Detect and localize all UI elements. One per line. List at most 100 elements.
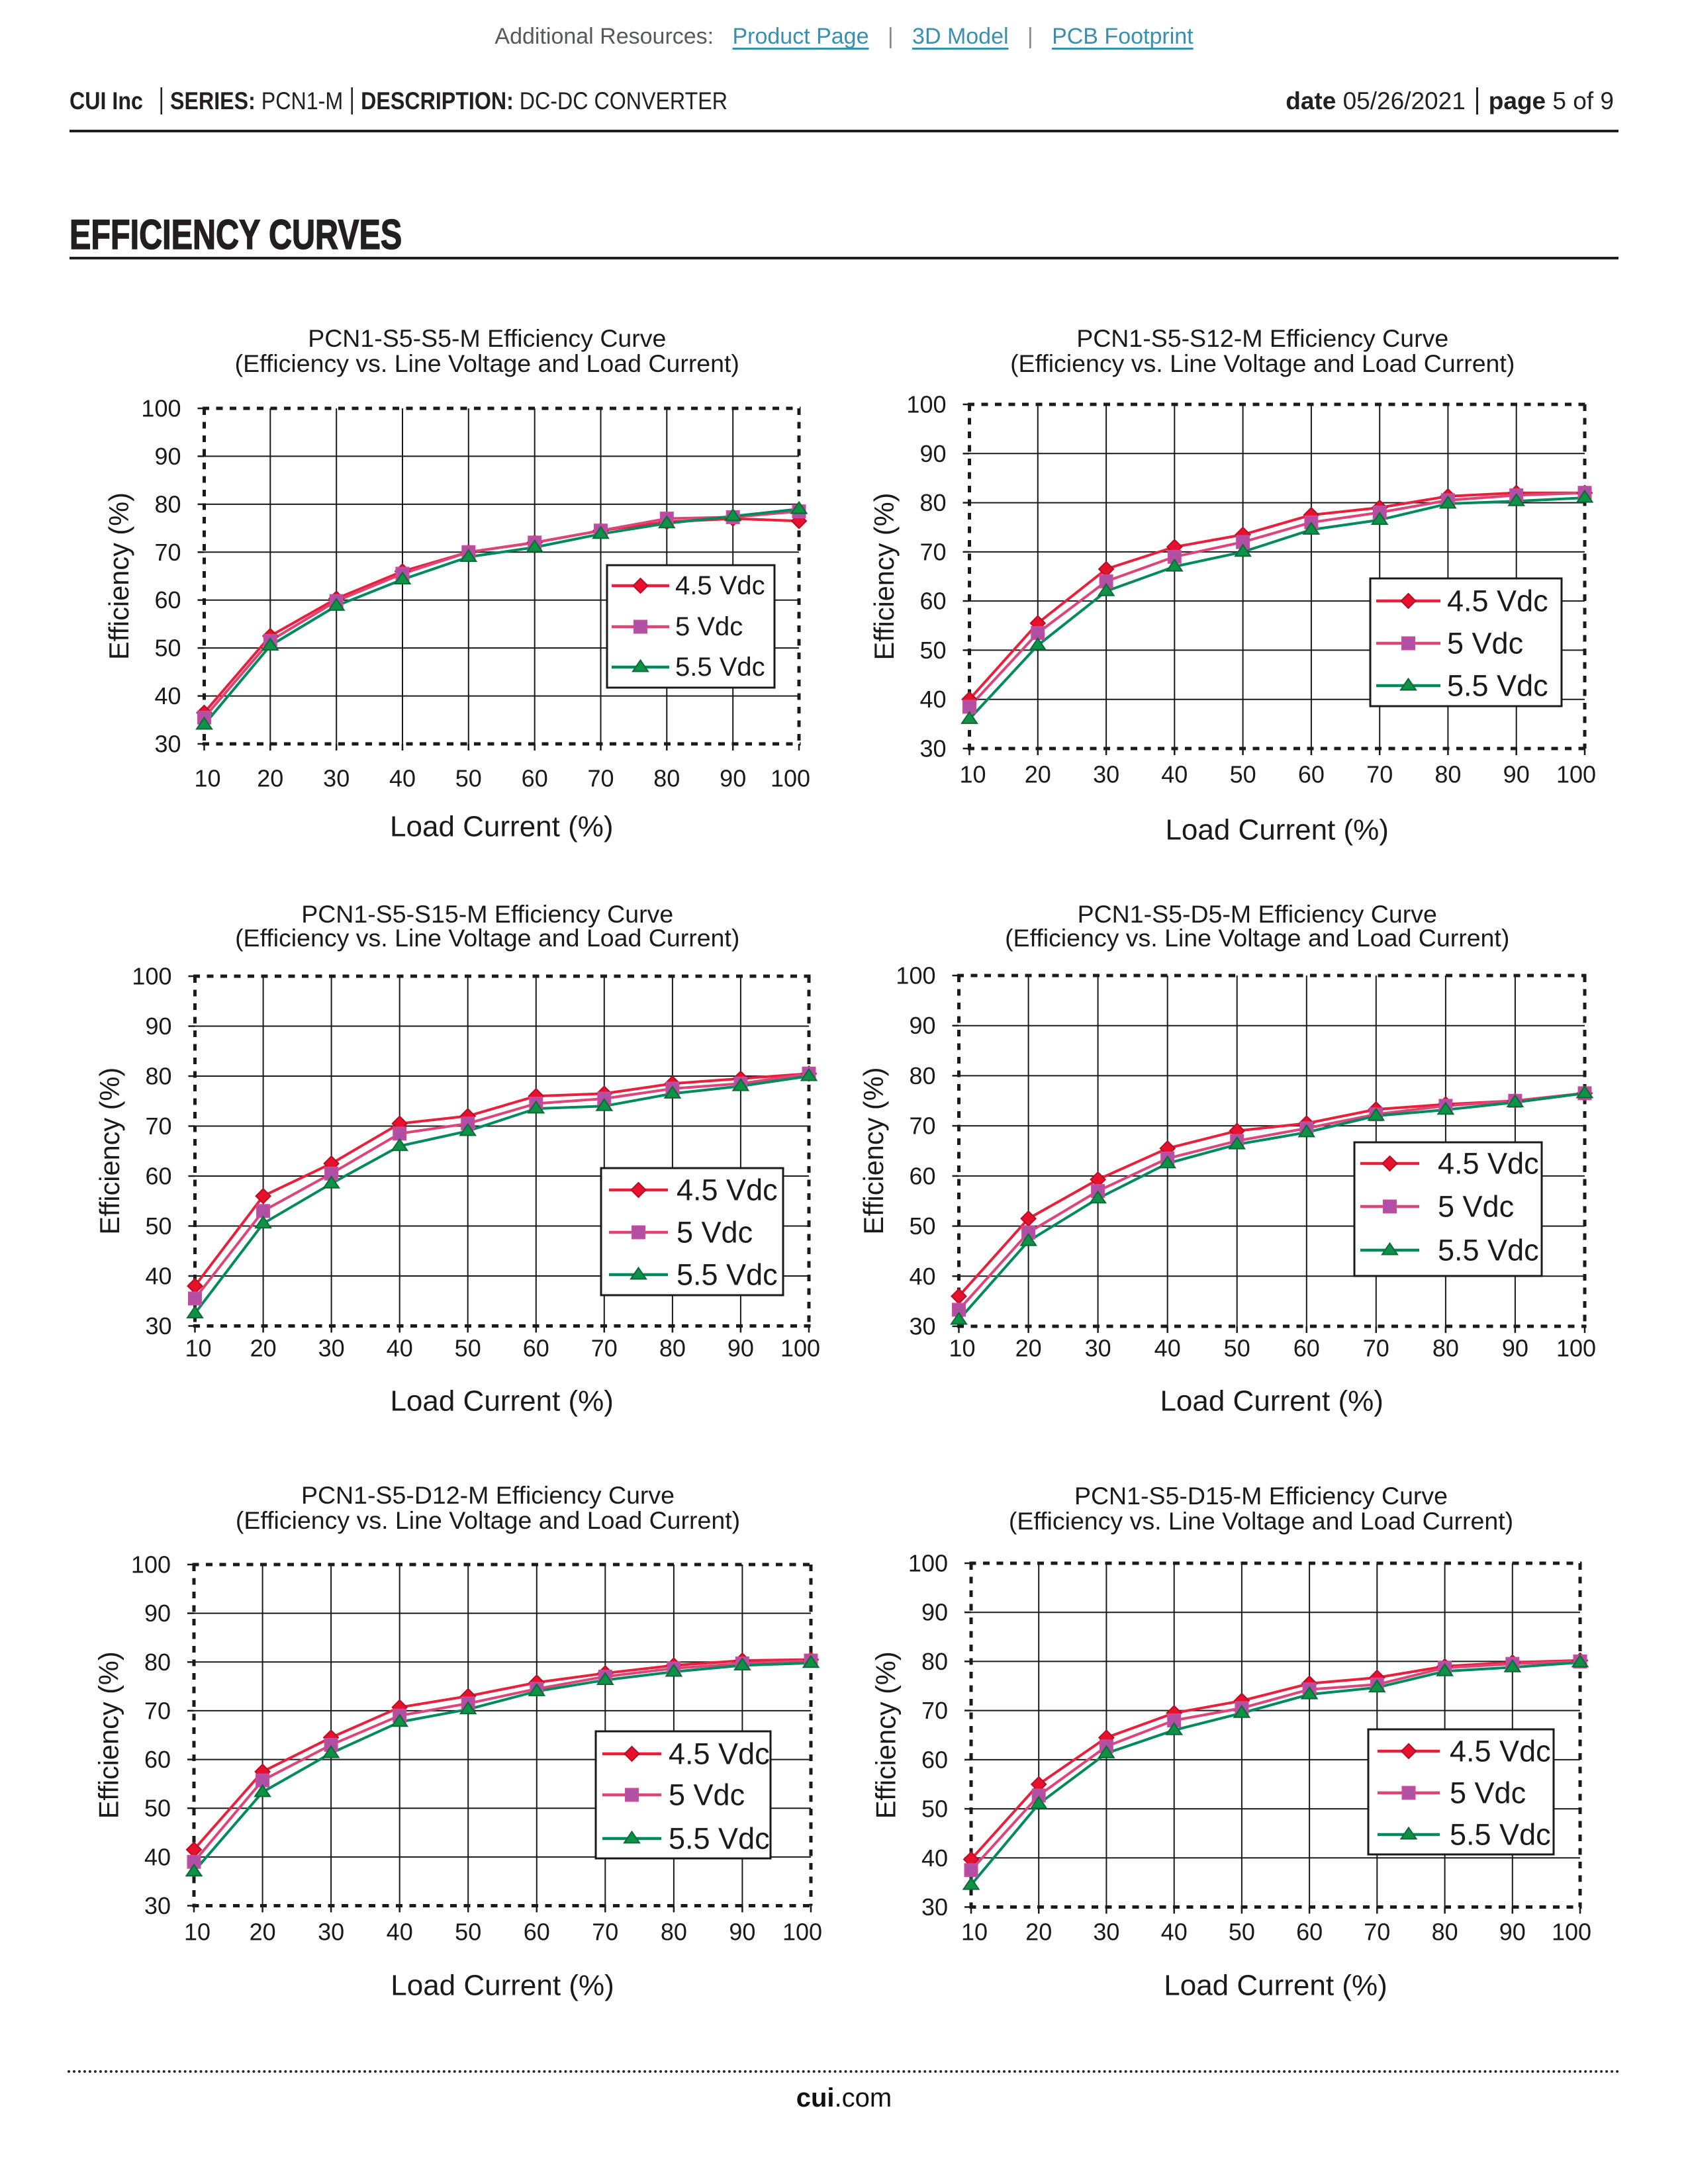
svg-text:40: 40 <box>921 1844 948 1872</box>
svg-text:60: 60 <box>909 1162 935 1189</box>
svg-text:100: 100 <box>780 1335 820 1362</box>
svg-text:90: 90 <box>144 1600 171 1627</box>
svg-text:50: 50 <box>455 1335 481 1362</box>
svg-text:100: 100 <box>906 391 946 418</box>
svg-text:100: 100 <box>896 962 935 989</box>
svg-text:30: 30 <box>323 765 350 792</box>
svg-text:90: 90 <box>145 1013 171 1040</box>
svg-text:100: 100 <box>908 1550 948 1577</box>
svg-text:80: 80 <box>154 490 181 518</box>
svg-text:40: 40 <box>387 1335 413 1362</box>
svg-text:40: 40 <box>145 1263 171 1290</box>
svg-text:90: 90 <box>720 765 746 792</box>
svg-text:50: 50 <box>1230 761 1256 788</box>
svg-text:50: 50 <box>154 635 181 662</box>
svg-text:40: 40 <box>154 682 181 709</box>
svg-text:20: 20 <box>1025 761 1051 788</box>
svg-text:20: 20 <box>250 1919 276 1946</box>
svg-text:80: 80 <box>1432 1335 1459 1362</box>
svg-text:Load Current (%): Load Current (%) <box>1160 1385 1383 1418</box>
svg-text:60: 60 <box>144 1746 171 1773</box>
svg-text:5.5 Vdc: 5.5 Vdc <box>1447 669 1548 703</box>
svg-text:70: 70 <box>1364 1919 1390 1946</box>
svg-text:40: 40 <box>1161 1919 1188 1946</box>
svg-text:20: 20 <box>257 765 283 792</box>
svg-text:60: 60 <box>1298 761 1325 788</box>
svg-text:60: 60 <box>919 588 946 615</box>
svg-text:5.5 Vdc: 5.5 Vdc <box>1450 1818 1551 1852</box>
svg-text:Load Current (%): Load Current (%) <box>391 1970 614 2002</box>
svg-text:30: 30 <box>919 735 946 762</box>
svg-text:60: 60 <box>1293 1335 1320 1362</box>
svg-text:30: 30 <box>144 1892 171 1919</box>
svg-text:40: 40 <box>1154 1335 1181 1362</box>
svg-text:40: 40 <box>389 765 416 792</box>
svg-text:5 Vdc: 5 Vdc <box>1447 627 1523 660</box>
svg-text:50: 50 <box>921 1796 948 1823</box>
svg-text:70: 70 <box>909 1113 935 1140</box>
svg-text:(Efficiency vs. Line Voltage a: (Efficiency vs. Line Voltage and Load Cu… <box>235 924 739 952</box>
svg-text:80: 80 <box>659 1335 686 1362</box>
svg-text:80: 80 <box>145 1063 171 1090</box>
svg-text:100: 100 <box>141 395 181 422</box>
svg-text:5 Vdc: 5 Vdc <box>1450 1776 1526 1810</box>
svg-text:10: 10 <box>959 761 986 788</box>
svg-text:20: 20 <box>1025 1919 1052 1946</box>
svg-text:50: 50 <box>455 765 482 792</box>
svg-text:30: 30 <box>318 1335 345 1362</box>
svg-text:Load Current (%): Load Current (%) <box>1164 1970 1387 2002</box>
svg-text:40: 40 <box>919 686 946 713</box>
svg-text:Load Current (%): Load Current (%) <box>390 811 613 843</box>
svg-text:Efficiency (%): Efficiency (%) <box>103 492 134 660</box>
svg-text:80: 80 <box>1432 1919 1458 1946</box>
svg-text:30: 30 <box>154 731 181 758</box>
svg-text:100: 100 <box>782 1919 822 1946</box>
svg-text:50: 50 <box>909 1212 935 1240</box>
svg-text:40: 40 <box>387 1919 413 1946</box>
svg-text:30: 30 <box>318 1919 344 1946</box>
svg-text:100: 100 <box>1556 761 1596 788</box>
svg-text:70: 70 <box>154 539 181 566</box>
svg-text:80: 80 <box>921 1648 948 1675</box>
svg-text:20: 20 <box>1015 1335 1042 1362</box>
svg-text:80: 80 <box>919 489 946 516</box>
svg-text:50: 50 <box>1229 1919 1255 1946</box>
svg-text:90: 90 <box>1502 1335 1528 1362</box>
svg-text:70: 70 <box>921 1697 948 1724</box>
svg-text:40: 40 <box>1161 761 1188 788</box>
svg-text:90: 90 <box>727 1335 754 1362</box>
svg-text:90: 90 <box>154 443 181 470</box>
svg-text:5 Vdc: 5 Vdc <box>675 612 743 641</box>
svg-text:50: 50 <box>919 637 946 664</box>
svg-text:70: 70 <box>145 1113 171 1140</box>
svg-text:50: 50 <box>145 1212 171 1240</box>
svg-text:5 Vdc: 5 Vdc <box>1438 1190 1514 1224</box>
svg-text:90: 90 <box>729 1919 755 1946</box>
svg-text:PCN1-S5-S5-M Efficiency Curve: PCN1-S5-S5-M Efficiency Curve <box>308 324 666 352</box>
svg-text:PCN1-S5-S12-M Efficiency Curve: PCN1-S5-S12-M Efficiency Curve <box>1076 324 1448 352</box>
svg-text:Efficiency (%): Efficiency (%) <box>858 1068 889 1235</box>
svg-text:5.5 Vdc: 5.5 Vdc <box>677 1258 778 1292</box>
svg-text:10: 10 <box>961 1919 988 1946</box>
svg-text:4.5 Vdc: 4.5 Vdc <box>1438 1147 1539 1181</box>
svg-text:20: 20 <box>250 1335 277 1362</box>
svg-text:10: 10 <box>949 1335 975 1362</box>
svg-text:90: 90 <box>1499 1919 1526 1946</box>
svg-text:Load Current (%): Load Current (%) <box>1165 814 1388 846</box>
svg-text:70: 70 <box>591 1335 618 1362</box>
svg-text:60: 60 <box>921 1746 948 1773</box>
svg-text:60: 60 <box>522 765 548 792</box>
svg-text:4.5 Vdc: 4.5 Vdc <box>1450 1735 1551 1768</box>
svg-text:100: 100 <box>1556 1335 1596 1362</box>
svg-text:PCN1-S5-S15-M Efficiency Curve: PCN1-S5-S15-M Efficiency Curve <box>301 900 673 928</box>
svg-text:Efficiency (%): Efficiency (%) <box>94 1068 125 1235</box>
svg-text:4.5 Vdc: 4.5 Vdc <box>1447 584 1548 618</box>
svg-text:30: 30 <box>1085 1335 1111 1362</box>
svg-text:5 Vdc: 5 Vdc <box>669 1778 745 1812</box>
svg-text:70: 70 <box>144 1697 171 1724</box>
svg-text:Efficiency (%): Efficiency (%) <box>870 1651 902 1819</box>
svg-text:60: 60 <box>1296 1919 1323 1946</box>
svg-text:4.5 Vdc: 4.5 Vdc <box>675 571 765 600</box>
svg-text:10: 10 <box>194 765 220 792</box>
svg-text:5 Vdc: 5 Vdc <box>677 1216 753 1250</box>
